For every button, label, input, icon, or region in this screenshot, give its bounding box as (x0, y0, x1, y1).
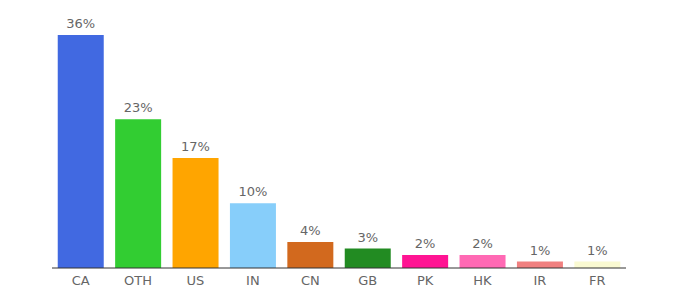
svg-text:HK: HK (473, 273, 492, 288)
svg-text:1%: 1% (587, 243, 608, 258)
svg-text:IN: IN (246, 273, 260, 288)
svg-text:GB: GB (358, 273, 377, 288)
svg-text:2%: 2% (472, 236, 493, 251)
svg-text:3%: 3% (357, 230, 378, 245)
svg-text:IR: IR (533, 273, 546, 288)
svg-text:2%: 2% (415, 236, 436, 251)
svg-text:FR: FR (589, 273, 606, 288)
svg-text:1%: 1% (530, 243, 551, 258)
svg-text:17%: 17% (181, 139, 210, 154)
svg-text:23%: 23% (124, 100, 153, 115)
svg-text:CA: CA (72, 273, 90, 288)
svg-text:36%: 36% (66, 16, 95, 31)
svg-text:OTH: OTH (124, 273, 152, 288)
svg-text:CN: CN (301, 273, 320, 288)
svg-text:10%: 10% (238, 184, 267, 199)
svg-text:PK: PK (417, 273, 434, 288)
svg-text:US: US (187, 273, 205, 288)
svg-text:4%: 4% (300, 223, 321, 238)
